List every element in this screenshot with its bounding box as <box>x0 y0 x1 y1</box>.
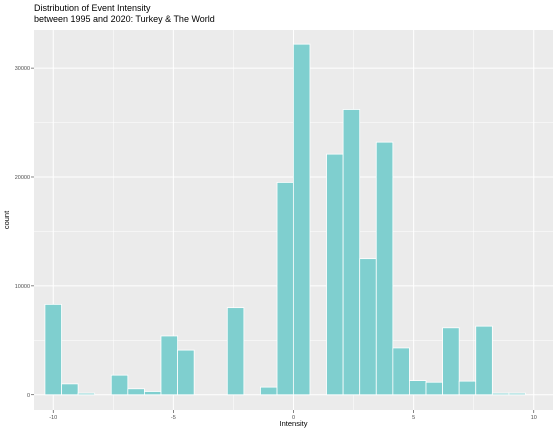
histogram-bar <box>442 327 460 396</box>
y-axis-label: count <box>2 210 11 229</box>
x-tick-label: 0 <box>292 415 295 421</box>
histogram-bar <box>144 391 162 396</box>
y-tick-label: 0 <box>27 393 30 399</box>
x-tick-label: -5 <box>171 415 176 421</box>
histogram-bar <box>326 153 344 396</box>
x-tick-label: -10 <box>49 415 57 421</box>
histogram-bar <box>177 349 195 396</box>
chart-title: Distribution of Event Intensity <box>34 3 151 13</box>
histogram-bar <box>44 303 62 396</box>
x-tick-label: 5 <box>412 415 415 421</box>
histogram-bar <box>375 141 394 396</box>
bars <box>44 43 526 396</box>
histogram-bar <box>342 109 361 396</box>
histogram-bar <box>475 325 493 396</box>
histogram-bar <box>409 380 427 396</box>
y-tick-label: 30000 <box>15 66 30 72</box>
histogram-bar <box>226 307 245 396</box>
y-tick-label: 10000 <box>15 284 30 290</box>
histogram-bar <box>425 381 443 396</box>
x-tick-label: 10 <box>531 415 537 421</box>
title-block: Distribution of Event Intensity between … <box>34 3 215 25</box>
histogram-bar <box>392 347 410 396</box>
histogram-bar <box>77 392 96 396</box>
histogram-bar <box>61 383 79 396</box>
chart-subtitle: between 1995 and 2020: Turkey & The Worl… <box>34 14 215 24</box>
histogram-bar <box>260 386 278 396</box>
y-tick-label: 20000 <box>15 175 30 181</box>
x-axis-ticks: -10 -5 0 5 10 <box>49 410 537 421</box>
histogram-bar <box>127 388 145 396</box>
x-axis-label: Intensity <box>280 419 308 428</box>
histogram-bar <box>160 335 178 396</box>
histogram-bar <box>110 374 129 396</box>
histogram-bar <box>491 392 510 396</box>
histogram-bar <box>458 380 477 396</box>
histogram-bar <box>292 43 311 396</box>
y-axis-ticks: 0 10000 20000 30000 <box>15 66 34 399</box>
histogram-bar <box>359 258 377 396</box>
histogram-bar <box>508 392 526 396</box>
histogram-bar <box>276 182 295 396</box>
